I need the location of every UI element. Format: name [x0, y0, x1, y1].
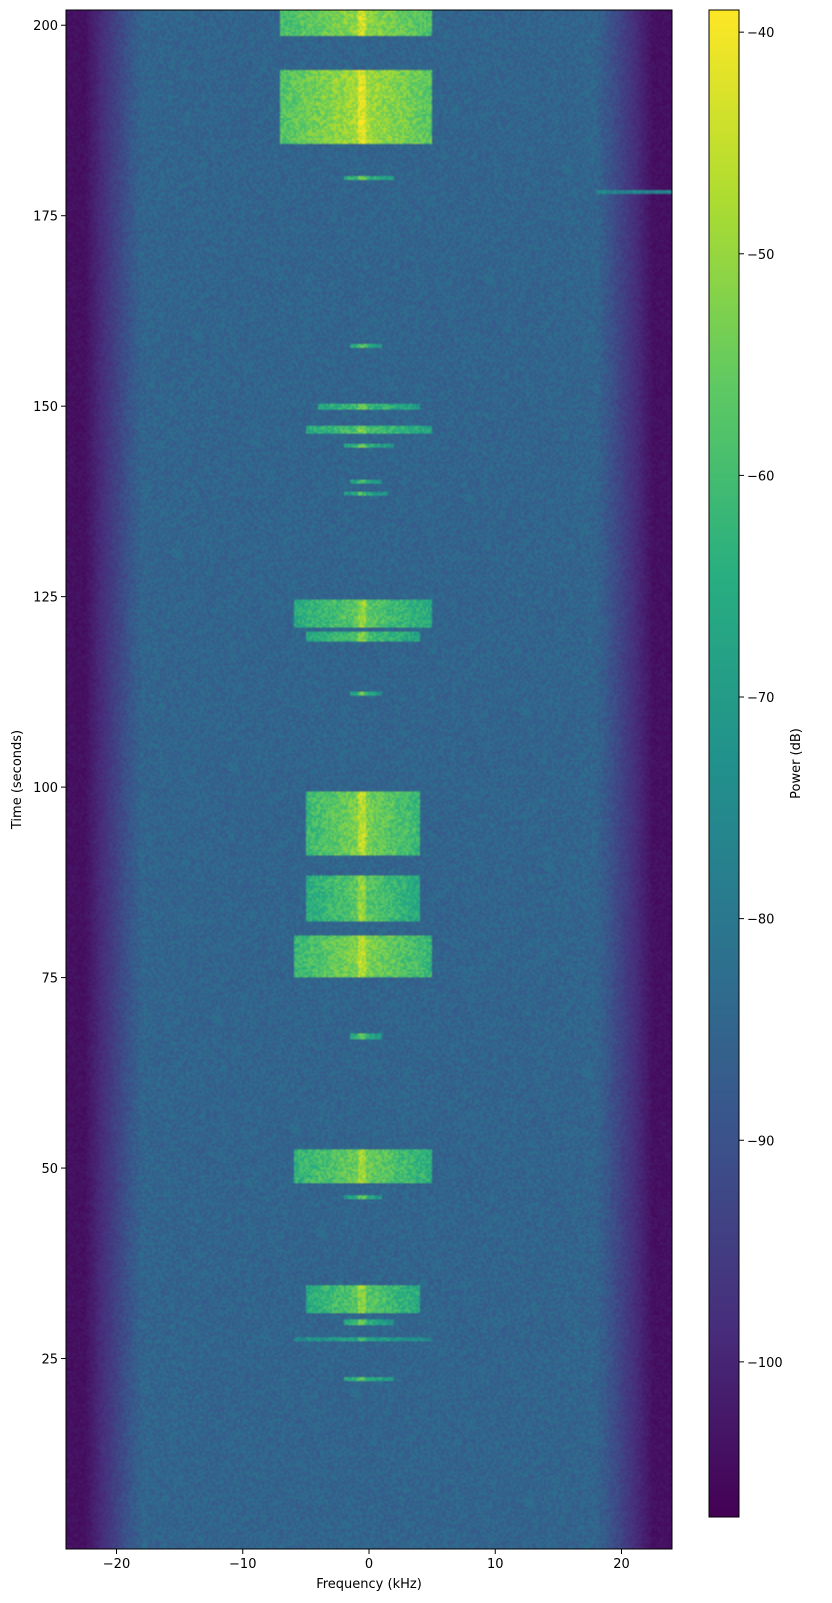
colorbar-tick-label: −50: [747, 248, 774, 263]
x-tick-label: 0: [365, 1557, 373, 1572]
x-axis-ticks: −20 −10 0 10 20: [103, 1549, 630, 1572]
x-tick-label: 20: [613, 1557, 630, 1572]
y-tick-label: 200: [33, 19, 58, 34]
colorbar-ticks: −40 −50 −60 −70 −80 −90 −100: [739, 26, 783, 1371]
x-tick-label: −20: [103, 1557, 130, 1572]
y-tick-label: 75: [41, 972, 58, 987]
x-axis-label: Frequency (kHz): [316, 1577, 422, 1592]
colorbar-frame: [708, 9, 740, 1518]
colorbar-tick-label: −60: [747, 469, 774, 484]
colorbar-tick-label: −100: [747, 1356, 783, 1371]
y-tick-label: 100: [33, 781, 58, 796]
colorbar-label: Power (dB): [789, 728, 804, 799]
y-tick-label: 150: [33, 400, 58, 415]
colorbar-tick-label: −90: [747, 1134, 774, 1149]
y-tick-label: 125: [33, 591, 58, 606]
colorbar-tick-label: −70: [747, 691, 774, 706]
colorbar-gradient: [709, 10, 739, 1517]
plot-area: −20 −10 0 10 20 25 50 75 100 125 150 175 200 Freque…: [10, 9, 673, 1592]
y-axis-ticks: 25 50 75 100 125 150 175 200: [33, 19, 66, 1368]
x-tick-label: 10: [487, 1557, 504, 1572]
y-tick-label: 25: [41, 1353, 58, 1368]
spectrogram-heatmap: [66, 10, 672, 1549]
colorbar-tick-label: −40: [747, 26, 774, 41]
y-axis-label: Time (seconds): [10, 730, 25, 830]
colorbar-tick-label: −80: [747, 913, 774, 928]
y-tick-label: 175: [33, 210, 58, 225]
y-tick-label: 50: [41, 1162, 58, 1177]
x-tick-label: −10: [229, 1557, 256, 1572]
colorbar: −40 −50 −60 −70 −80 −90 −100 Power (dB): [708, 9, 804, 1518]
